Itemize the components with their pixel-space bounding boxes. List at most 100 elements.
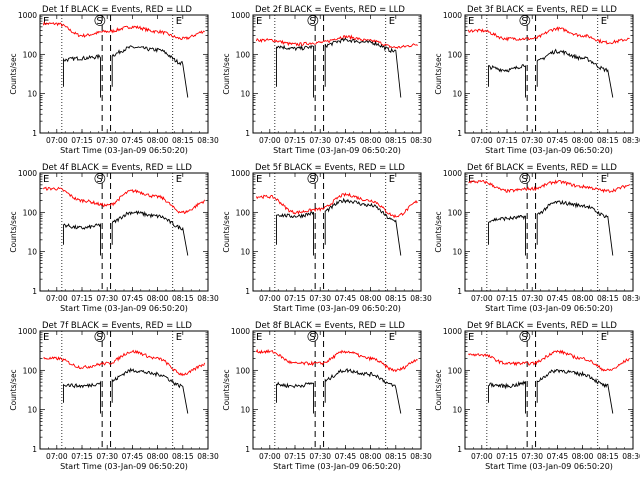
- y-tick-label: 1: [457, 445, 462, 454]
- marker-e-right: E: [601, 332, 607, 343]
- x-axis-label: Start Time (03-Jan-09 06:50:20): [485, 304, 613, 313]
- y-axis-label: Counts/sec: [434, 211, 443, 252]
- x-tick-label: 07:30: [96, 136, 118, 145]
- events-series-line-1: [63, 222, 101, 256]
- marker-s-ring: [307, 173, 319, 184]
- x-tick-label: 07:30: [309, 294, 331, 303]
- lld-series-line: [255, 348, 418, 373]
- x-tick-label: 08:30: [410, 294, 432, 303]
- marker-s-ring: [94, 173, 106, 184]
- x-tick-label: 08:00: [360, 452, 382, 461]
- x-tick-label: 07:15: [71, 136, 93, 145]
- x-tick-label: 07:45: [122, 294, 144, 303]
- x-tick-label: 08:30: [622, 452, 640, 461]
- x-tick-label: 07:30: [309, 136, 331, 145]
- y-tick-label: 1000: [18, 11, 37, 20]
- y-tick-label: 10: [240, 90, 250, 99]
- x-tick-label: 07:00: [46, 452, 68, 461]
- marker-s: S: [96, 174, 102, 185]
- x-tick-label: 08:15: [172, 452, 194, 461]
- marker-s-ring: [94, 331, 106, 342]
- y-axis-label: Counts/sec: [434, 369, 443, 410]
- y-tick-label: 1000: [18, 327, 37, 336]
- y-tick-label: 1000: [231, 327, 250, 336]
- x-axis-label: Start Time (03-Jan-09 06:50:20): [60, 146, 188, 155]
- y-tick-label: 1: [245, 129, 250, 138]
- detector-panel-9: Det 9f BLACK = Events, RED = LLD 1 10 100 10…: [434, 321, 640, 471]
- lld-series-line: [255, 192, 418, 219]
- events-series-line-2: [111, 367, 189, 414]
- x-tick-label: 08:00: [360, 294, 382, 303]
- x-tick-label: 07:15: [284, 452, 306, 461]
- axes-frame: [252, 172, 422, 292]
- x-tick-label: 07:30: [521, 294, 543, 303]
- panel-title: Det 8f BLACK = Events, RED = LLD: [255, 321, 405, 331]
- y-tick-label: 1000: [443, 169, 462, 178]
- events-series-line-1: [488, 63, 526, 98]
- y-tick-label: 1: [32, 287, 37, 296]
- x-tick-label: 08:00: [572, 294, 594, 303]
- x-tick-label: 07:15: [496, 136, 518, 145]
- x-tick-label: 08:15: [597, 136, 619, 145]
- y-tick-label: 1: [245, 287, 250, 296]
- y-tick-label: 100: [448, 208, 463, 217]
- x-axis-label: Start Time (03-Jan-09 06:50:20): [485, 462, 613, 471]
- x-tick-label: 07:45: [122, 136, 144, 145]
- marker-e-left: E: [256, 16, 262, 27]
- marker-e-right: E: [176, 174, 182, 185]
- events-series-line-1: [488, 214, 526, 256]
- events-series-line-1: [63, 380, 101, 414]
- y-tick-label: 100: [236, 50, 251, 59]
- marker-e-right: E: [389, 332, 395, 343]
- x-tick-label: 08:15: [597, 452, 619, 461]
- marker-e-left: E: [43, 332, 49, 343]
- y-axis-label: Counts/sec: [9, 53, 18, 94]
- marker-e-left: E: [468, 16, 474, 27]
- x-tick-label: 08:15: [385, 452, 407, 461]
- events-series-line-1: [276, 211, 314, 256]
- x-tick-label: 07:45: [547, 452, 569, 461]
- x-tick-label: 07:00: [259, 136, 281, 145]
- y-axis-label: Counts/sec: [9, 369, 18, 410]
- lld-series-line: [467, 26, 630, 45]
- y-tick-label: 10: [27, 248, 37, 257]
- y-tick-label: 100: [23, 50, 38, 59]
- detector-panel-1: Det 1f BLACK = Events, RED = LLD 1 10 100 10…: [9, 5, 219, 155]
- x-tick-label: 08:15: [597, 294, 619, 303]
- x-tick-label: 08:30: [410, 452, 432, 461]
- y-axis-label: Counts/sec: [9, 211, 18, 252]
- axes-frame: [39, 330, 209, 450]
- x-tick-label: 07:00: [259, 294, 281, 303]
- detector-panel-8: Det 8f BLACK = Events, RED = LLD 1 10 100 10…: [222, 321, 432, 471]
- x-tick-label: 08:30: [622, 136, 640, 145]
- x-tick-label: 08:00: [572, 452, 594, 461]
- axes-frame: [464, 330, 634, 450]
- marker-s: S: [96, 332, 102, 343]
- x-tick-label: 07:15: [284, 136, 306, 145]
- x-tick-label: 08:00: [147, 452, 169, 461]
- events-series-line-2: [324, 37, 402, 98]
- events-series-line-1: [488, 380, 526, 414]
- marker-e-left: E: [468, 332, 474, 343]
- marker-s: S: [309, 16, 315, 27]
- marker-s: S: [309, 332, 315, 343]
- lld-series-line: [468, 349, 630, 372]
- x-tick-label: 08:30: [197, 136, 219, 145]
- x-tick-label: 08:15: [172, 294, 194, 303]
- detector-panel-5: Det 5f BLACK = Events, RED = LLD 1 10 100 10…: [222, 163, 432, 313]
- x-tick-label: 07:30: [96, 294, 118, 303]
- y-axis-label: Counts/sec: [222, 211, 231, 252]
- y-axis-label: Counts/sec: [222, 53, 231, 94]
- x-tick-label: 07:00: [471, 136, 493, 145]
- marker-s-ring: [519, 173, 531, 184]
- y-tick-label: 100: [448, 366, 463, 375]
- x-tick-label: 08:15: [385, 136, 407, 145]
- x-tick-label: 07:00: [46, 136, 68, 145]
- marker-e-right: E: [176, 332, 182, 343]
- marker-s: S: [96, 16, 102, 27]
- x-tick-label: 07:45: [547, 136, 569, 145]
- x-tick-label: 08:15: [172, 136, 194, 145]
- marker-s: S: [309, 174, 315, 185]
- x-tick-label: 07:15: [284, 294, 306, 303]
